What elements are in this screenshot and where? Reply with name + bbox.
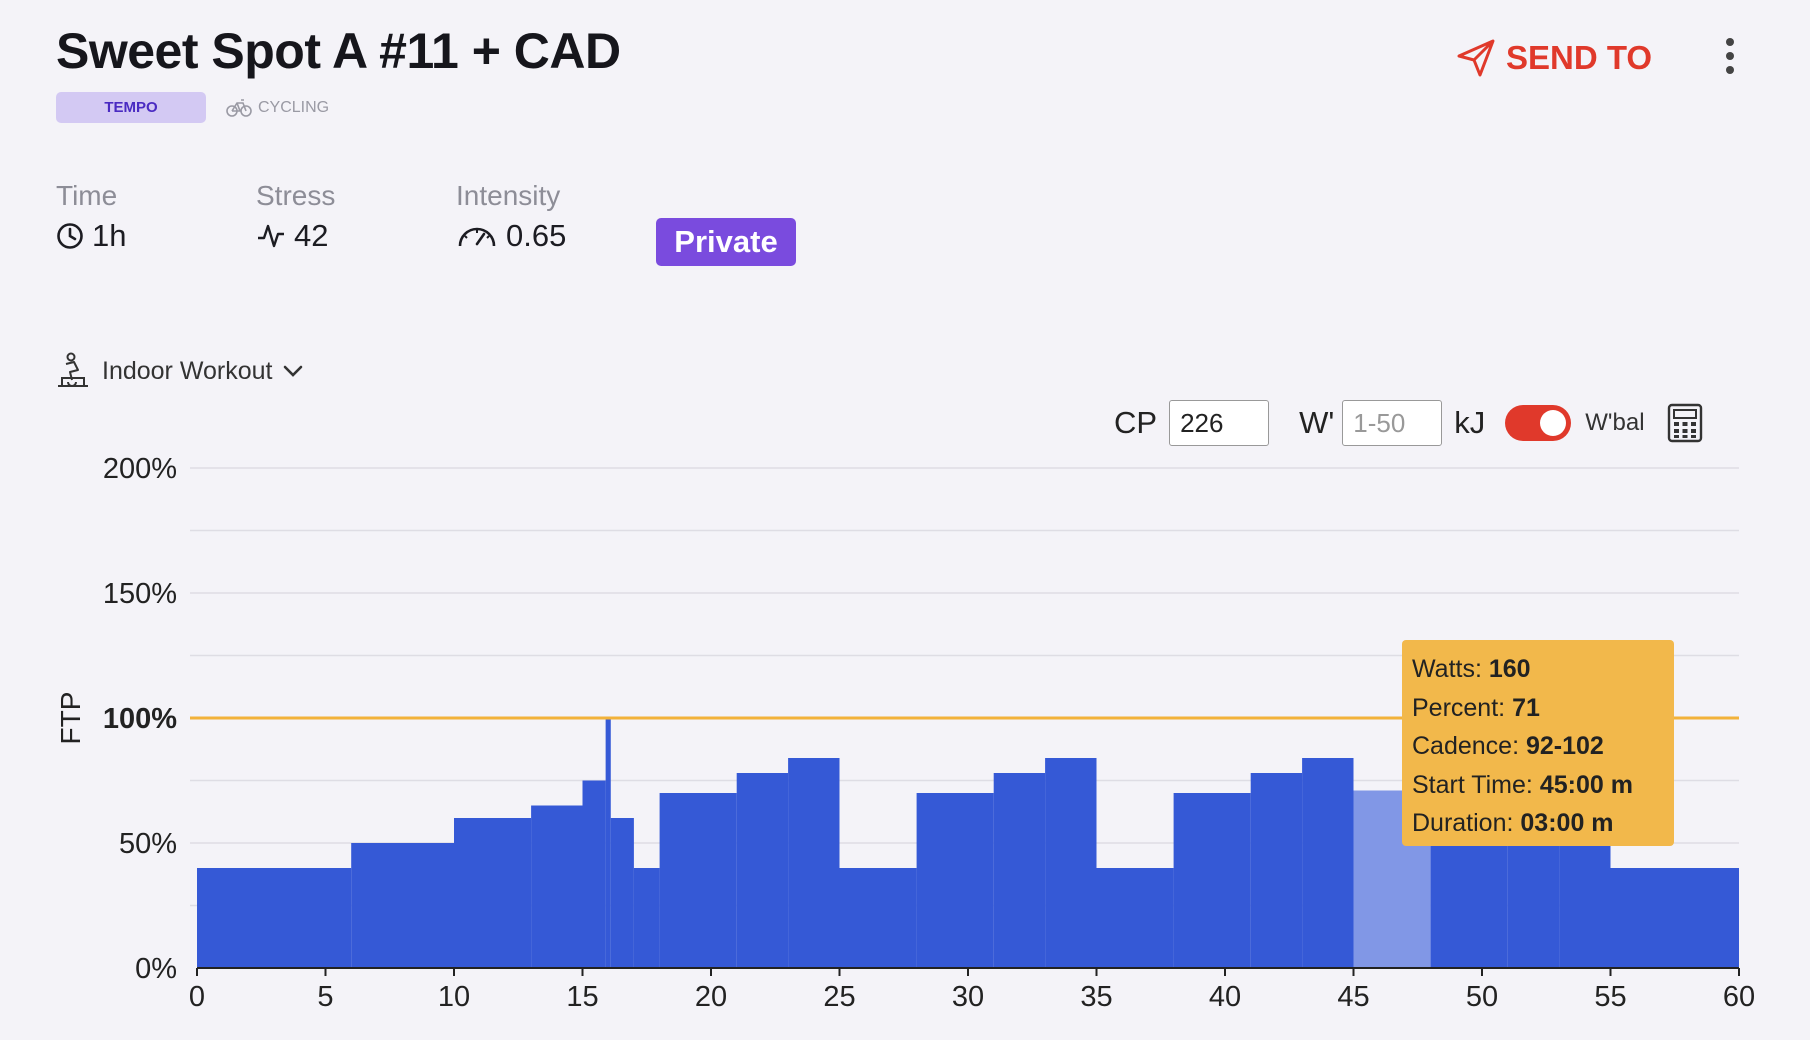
x-tick-label: 0 xyxy=(189,981,205,1013)
tooltip-watts: 160 xyxy=(1488,655,1531,683)
private-badge: Private xyxy=(656,218,796,266)
tooltip-duration-label: Duration: xyxy=(1412,809,1514,837)
bike-icon xyxy=(226,98,252,117)
metric-stress-label: Stress xyxy=(256,180,336,211)
tooltip-percent-label: Percent: xyxy=(1412,693,1506,722)
workout-type-tag: TEMPO xyxy=(56,92,206,123)
segment-bar[interactable] xyxy=(916,793,994,968)
speedometer-icon xyxy=(458,227,496,247)
cp-label: CP xyxy=(1114,405,1158,440)
tooltip-cadence: 92-102 xyxy=(1525,732,1604,760)
send-to-label: SEND TO xyxy=(1506,39,1653,76)
metric-time: Time 1h xyxy=(56,180,126,254)
segment-bar[interactable] xyxy=(1173,793,1251,968)
chevron-down-icon xyxy=(284,365,303,377)
x-tick-label: 40 xyxy=(1209,981,1241,1013)
w-prime-label: W' xyxy=(1299,405,1335,440)
wbal-label: W'bal xyxy=(1585,409,1645,436)
segment-bar[interactable] xyxy=(454,818,532,968)
y-tick-label: 0% xyxy=(135,953,177,985)
segment-tooltip: Watts: 160 Percent: 71 Cadence: 92-102 S… xyxy=(1402,640,1674,846)
segment-bar[interactable] xyxy=(351,843,454,968)
pulse-icon xyxy=(258,224,284,248)
tooltip-duration: 03:00 m xyxy=(1520,809,1614,837)
segment-bar[interactable] xyxy=(1096,868,1174,968)
segment-bar[interactable] xyxy=(659,793,737,968)
y-axis-label: FTP xyxy=(55,692,86,745)
y-tick-label: 150% xyxy=(103,578,177,610)
workout-title: Sweet Spot A #11 + CAD xyxy=(56,23,621,79)
y-tick-label: 100% xyxy=(103,703,177,735)
clock-icon xyxy=(57,223,83,249)
calculator-icon[interactable] xyxy=(1667,403,1703,443)
metric-time-value: 1h xyxy=(92,218,127,253)
segment-bar[interactable] xyxy=(839,868,917,968)
cp-input[interactable] xyxy=(1169,400,1270,446)
indoor-cyclist-icon xyxy=(58,352,88,387)
metric-intensity-value: 0.65 xyxy=(506,218,567,253)
segment-bar[interactable] xyxy=(582,780,606,969)
w-prime-input[interactable] xyxy=(1342,400,1443,446)
metric-intensity-label: Intensity xyxy=(456,180,561,211)
metric-intensity: Intensity 0.65 xyxy=(456,180,566,254)
workout-mode-label: Indoor Workout xyxy=(102,356,273,385)
segment-bar[interactable] xyxy=(788,758,840,968)
metric-stress: Stress 42 xyxy=(256,180,335,254)
segment-bar[interactable] xyxy=(1045,758,1097,968)
x-tick-label: 10 xyxy=(438,981,470,1013)
y-tick-label: 200% xyxy=(103,453,177,485)
x-tick-label: 45 xyxy=(1337,981,1369,1013)
paper-plane-icon xyxy=(1457,39,1495,77)
x-tick-label: 20 xyxy=(695,981,727,1013)
x-tick-label: 50 xyxy=(1466,981,1498,1013)
segment-bar[interactable] xyxy=(1302,758,1354,968)
x-tick-label: 15 xyxy=(566,981,598,1013)
wbal-toggle[interactable] xyxy=(1505,405,1572,441)
sport-name: CYCLING xyxy=(258,98,330,116)
tooltip-cadence-label: Cadence: xyxy=(1412,732,1520,760)
segment-bar[interactable] xyxy=(736,773,789,968)
tooltip-start-time: 45:00 m xyxy=(1539,770,1633,799)
workout-mode-dropdown[interactable]: Indoor Workout xyxy=(54,352,304,390)
segment-bar[interactable] xyxy=(605,718,611,968)
w-prime-unit: kJ xyxy=(1454,405,1486,440)
chart-controls: CP W' kJ W'bal xyxy=(1114,400,1703,446)
x-tick-label: 25 xyxy=(823,981,855,1013)
segment-bar[interactable] xyxy=(1250,773,1303,968)
segment-bar[interactable] xyxy=(531,805,583,969)
segment-bar[interactable] xyxy=(633,868,660,968)
segment-bar[interactable] xyxy=(610,818,634,968)
metric-stress-value: 42 xyxy=(294,218,329,253)
workout-tags: TEMPO CYCLING xyxy=(56,92,329,123)
tooltip-percent: 71 xyxy=(1512,693,1540,722)
segment-bar[interactable] xyxy=(197,868,352,968)
x-tick-label: 55 xyxy=(1594,981,1626,1013)
x-tick-label: 60 xyxy=(1723,981,1755,1013)
segment-bar[interactable] xyxy=(1610,868,1740,968)
y-tick-label: 50% xyxy=(119,828,177,860)
x-tick-label: 5 xyxy=(317,981,333,1013)
tooltip-start-label: Start Time: xyxy=(1412,770,1533,799)
send-to-button[interactable]: SEND TO xyxy=(1456,38,1652,78)
sport-label: CYCLING xyxy=(226,98,329,118)
x-tick-label: 30 xyxy=(952,981,984,1013)
segment-bar[interactable] xyxy=(993,773,1046,968)
x-tick-label: 35 xyxy=(1080,981,1112,1013)
metric-time-label: Time xyxy=(56,180,118,211)
tooltip-watts-label: Watts: xyxy=(1412,655,1482,683)
kebab-menu-icon[interactable] xyxy=(1716,38,1744,80)
